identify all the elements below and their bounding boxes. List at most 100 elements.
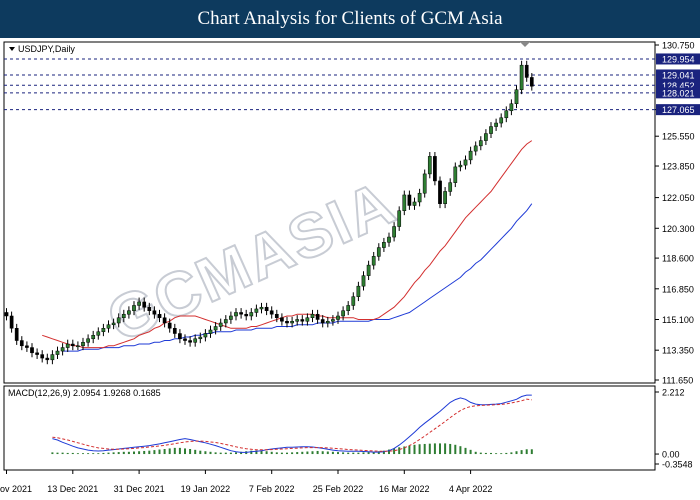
candle-body	[178, 333, 182, 340]
candle-body	[412, 201, 417, 206]
x-axis-label: 24 Nov 2021	[0, 484, 32, 494]
macd-histogram-bar	[66, 452, 69, 455]
macd-histogram-bar	[51, 452, 54, 455]
macd-histogram-bar	[301, 451, 304, 455]
macd-histogram-bar	[92, 453, 95, 455]
candle-body	[14, 328, 19, 341]
candle-body	[336, 315, 340, 320]
macd-histogram-bar	[265, 451, 268, 455]
price-axis-label: 123.850	[662, 162, 695, 172]
macd-histogram-bar	[112, 452, 115, 455]
price-level-box	[656, 79, 700, 91]
macd-histogram-bar	[510, 452, 513, 455]
macd-histogram-bar	[224, 452, 227, 455]
macd-histogram-bar	[331, 451, 334, 455]
candle-body	[356, 285, 361, 297]
x-axis-label: 16 Mar 2022	[379, 484, 430, 494]
candle-body	[484, 133, 488, 141]
candle-body	[162, 317, 167, 324]
candle-body	[4, 312, 9, 317]
candle-body	[30, 347, 34, 354]
macd-histogram-bar	[347, 452, 350, 455]
x-axis-label: 25 Feb 2022	[313, 484, 364, 494]
candle-body	[40, 354, 45, 359]
macd-histogram-bar	[235, 452, 237, 455]
candle-body	[188, 340, 192, 343]
macd-histogram-bar	[433, 443, 436, 455]
macd-histogram-bar	[311, 451, 314, 455]
macd-histogram-bar	[214, 452, 217, 455]
macd-histogram-bar	[127, 451, 130, 455]
macd-axis-label: 2.212	[662, 388, 685, 398]
macd-histogram-bar	[270, 451, 273, 455]
candle-body	[76, 345, 80, 348]
macd-histogram-bar	[194, 449, 197, 455]
candle-body	[208, 329, 213, 334]
candle-body	[45, 357, 50, 361]
macd-histogram-bar	[479, 452, 482, 455]
macd-histogram-bar	[204, 451, 207, 455]
macd-histogram-bar	[255, 450, 258, 455]
candle-body	[427, 156, 432, 175]
macd-histogram-bar	[296, 452, 299, 455]
candle-body	[519, 64, 524, 90]
x-axis-label: 4 Apr 2022	[449, 484, 493, 494]
candle-body	[147, 306, 152, 311]
candle-body	[274, 313, 279, 318]
candle-body	[254, 308, 259, 313]
candle-body	[81, 342, 85, 347]
candle-body	[259, 306, 264, 310]
candle-body	[295, 319, 300, 322]
candle-body	[223, 319, 228, 324]
price-axis-label: 125.550	[662, 132, 695, 142]
price-axis-label: 130.750	[662, 41, 695, 51]
candle-body	[203, 333, 208, 338]
candle-body	[392, 226, 396, 238]
symbol-label: USDJPY,Daily	[18, 44, 75, 54]
candle-body	[310, 313, 315, 318]
macd-histogram-bar	[357, 452, 360, 455]
x-axis-label: 31 Dec 2021	[114, 484, 165, 494]
candle-body	[443, 191, 447, 204]
candle-body	[509, 103, 514, 112]
chart-title-banner: Chart Analysis for Clients of GCM Asia	[0, 0, 700, 38]
macd-histogram-bar	[168, 448, 171, 455]
candle-body	[70, 343, 75, 347]
macd-histogram-bar	[87, 453, 90, 455]
macd-histogram-bar	[525, 449, 528, 455]
price-level-label: 129.954	[662, 54, 695, 64]
macd-histogram-bar	[286, 452, 288, 455]
price-level-label: 127.065	[662, 105, 695, 115]
price-level-label: 128.452	[662, 81, 695, 91]
macd-histogram-bar	[306, 451, 309, 455]
macd-histogram-bar	[388, 449, 390, 455]
candle-body	[86, 338, 90, 343]
candle-body	[116, 317, 121, 324]
price-axis-label: 120.300	[662, 224, 695, 234]
macd-histogram-bar	[367, 452, 370, 455]
candle-body	[111, 322, 116, 326]
macd-histogram-bar	[97, 453, 100, 455]
candle-body	[157, 313, 162, 318]
candle-body	[65, 343, 70, 348]
candle-body	[167, 322, 172, 329]
chart-shift-marker	[520, 42, 530, 47]
symbol-dropdown-icon	[9, 47, 15, 51]
ma-fast-line	[42, 140, 533, 349]
macd-histogram-bar	[148, 450, 151, 455]
candle-body	[448, 182, 453, 192]
candle-body	[60, 347, 65, 352]
macd-histogram-bar	[464, 447, 467, 455]
candle-body	[463, 159, 468, 166]
candle-body	[290, 320, 294, 324]
candle-body	[458, 164, 463, 168]
macd-histogram-bar	[337, 452, 339, 455]
macd-line	[52, 394, 532, 453]
candle-body	[9, 315, 14, 329]
price-axis-label: 118.600	[662, 254, 694, 264]
candle-body	[234, 312, 238, 317]
macd-histogram-bar	[275, 452, 278, 455]
candle-body	[35, 352, 39, 355]
macd-histogram-bar	[449, 443, 452, 455]
macd-histogram-bar	[382, 450, 385, 455]
